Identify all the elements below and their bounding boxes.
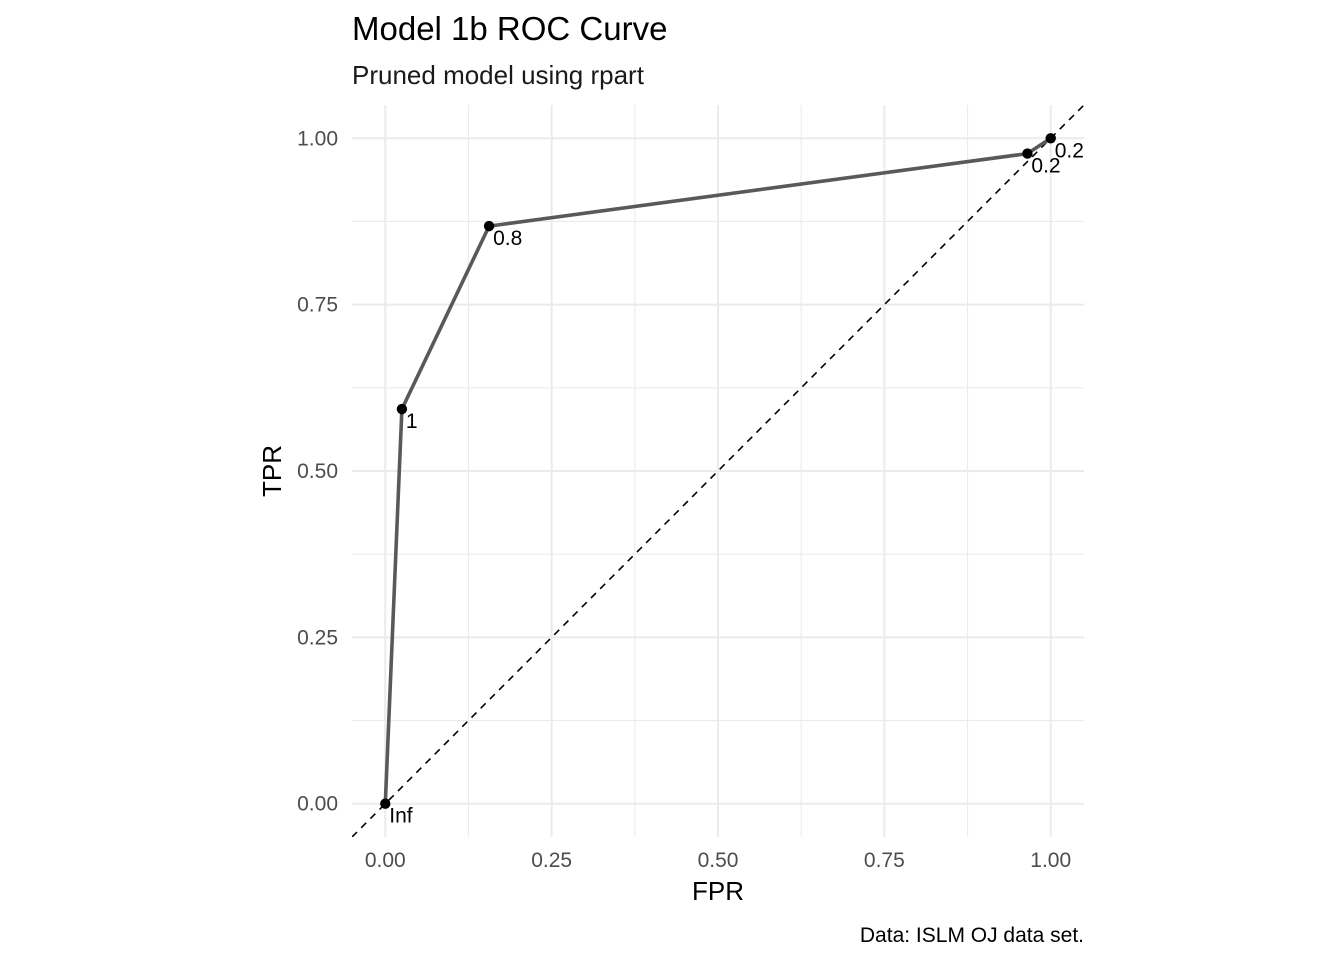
- roc-point: [380, 798, 391, 809]
- y-tick-label: 0.50: [297, 460, 338, 483]
- chart-subtitle: Pruned model using rpart: [352, 60, 645, 90]
- x-tick-label: 0.50: [698, 849, 739, 872]
- x-tick-label: 0.75: [864, 849, 905, 872]
- diagonal-line: [352, 105, 1084, 837]
- x-tick-label: 0.25: [531, 849, 572, 872]
- y-tick-label: 0.00: [297, 793, 338, 816]
- y-tick-label: 0.75: [297, 294, 338, 317]
- grid-lines: [352, 105, 1084, 837]
- x-tick-label: 0.00: [365, 849, 406, 872]
- x-axis-title: FPR: [692, 876, 744, 906]
- chart-title: Model 1b ROC Curve: [352, 10, 667, 47]
- threshold-labels: Inf 1 0.8 0.20.2: [389, 139, 1084, 827]
- threshold-label: Inf: [389, 805, 413, 828]
- y-axis-title: TPR: [257, 445, 287, 497]
- roc-point: [396, 403, 408, 415]
- roc-point: [1045, 133, 1056, 144]
- y-tick-label: 1.00: [297, 127, 338, 150]
- chart-caption: Data: ISLM OJ data set.: [860, 924, 1084, 947]
- y-axis-ticks: 0.00 0.25 0.50 0.75 1.00: [297, 127, 338, 815]
- x-axis-ticks: 0.00 0.25 0.50 0.75 1.00: [365, 849, 1071, 872]
- threshold-label: 1: [406, 410, 418, 433]
- y-tick-label: 0.25: [297, 626, 338, 649]
- roc-points: [380, 133, 1056, 809]
- roc-point: [483, 220, 495, 232]
- threshold-label: 0.2: [1055, 139, 1084, 162]
- x-tick-label: 1.00: [1030, 849, 1071, 872]
- roc-point: [1022, 148, 1033, 159]
- threshold-label: 0.8: [493, 227, 522, 250]
- reference-diagonal: [352, 105, 1084, 837]
- threshold-label: 0.2: [1031, 155, 1060, 178]
